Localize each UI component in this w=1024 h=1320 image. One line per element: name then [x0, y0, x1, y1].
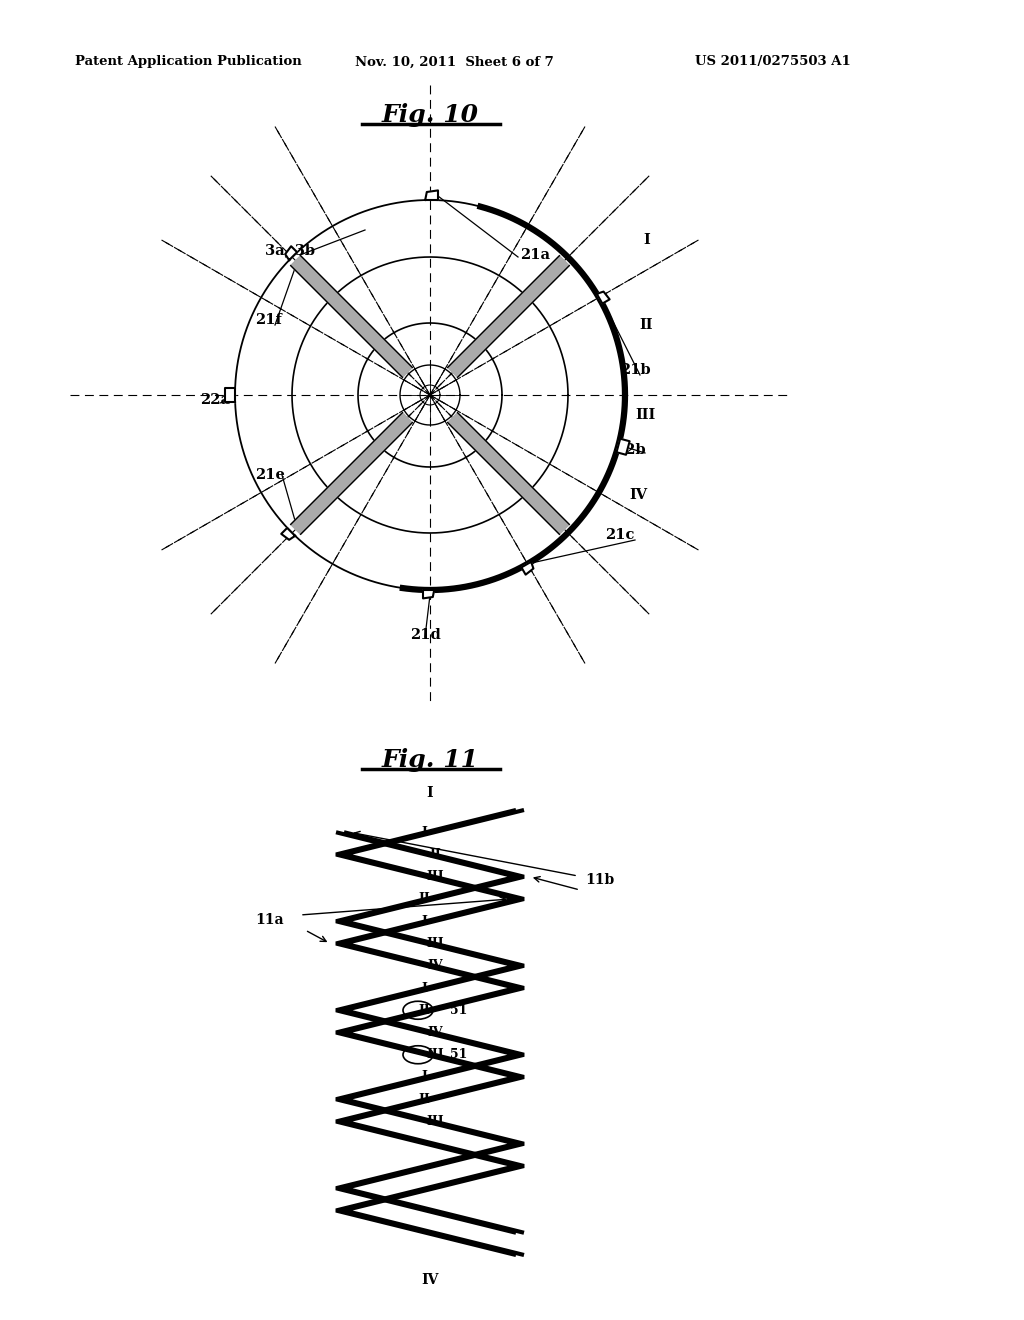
Text: II: II — [419, 1093, 430, 1106]
Text: III: III — [427, 1048, 444, 1061]
Text: 51: 51 — [450, 1003, 467, 1016]
Text: III: III — [427, 1115, 444, 1129]
Text: 3a, 3b: 3a, 3b — [265, 243, 315, 257]
Text: Nov. 10, 2011  Sheet 6 of 7: Nov. 10, 2011 Sheet 6 of 7 — [355, 55, 554, 69]
Text: 11a: 11a — [256, 913, 285, 927]
Text: I: I — [643, 234, 650, 247]
Text: IV: IV — [629, 488, 647, 502]
Text: II: II — [429, 847, 441, 861]
Text: IV: IV — [428, 960, 443, 973]
Text: 21e: 21e — [255, 469, 285, 482]
Polygon shape — [425, 190, 438, 201]
Text: Fig. 11: Fig. 11 — [382, 748, 478, 772]
Text: 21b: 21b — [620, 363, 650, 378]
Text: II: II — [419, 1003, 430, 1016]
Text: 11b: 11b — [586, 873, 614, 887]
Text: III: III — [427, 870, 444, 883]
Text: I: I — [422, 826, 428, 838]
Polygon shape — [423, 590, 434, 598]
Polygon shape — [597, 292, 609, 304]
Text: 51: 51 — [450, 1048, 467, 1061]
Text: II: II — [639, 318, 652, 333]
Text: 22a: 22a — [200, 393, 230, 407]
Text: I: I — [427, 785, 433, 800]
Text: Fig. 10: Fig. 10 — [382, 103, 478, 127]
Text: III: III — [635, 408, 655, 422]
Polygon shape — [447, 256, 569, 378]
Polygon shape — [291, 256, 413, 378]
Polygon shape — [282, 528, 295, 540]
Polygon shape — [286, 247, 297, 260]
Text: 21d: 21d — [410, 628, 440, 642]
Polygon shape — [225, 388, 234, 403]
Text: I: I — [422, 1071, 428, 1084]
Text: 21a: 21a — [520, 248, 550, 261]
Text: Patent Application Publication: Patent Application Publication — [75, 55, 302, 69]
Text: II: II — [419, 892, 430, 906]
Text: IV: IV — [421, 1272, 438, 1287]
Text: 21f: 21f — [255, 313, 282, 327]
Polygon shape — [291, 413, 413, 535]
Text: IV: IV — [428, 1026, 443, 1039]
Polygon shape — [521, 562, 534, 574]
Text: 21c: 21c — [605, 528, 635, 543]
Text: III: III — [427, 937, 444, 950]
Polygon shape — [616, 438, 630, 455]
Text: 22b: 22b — [615, 444, 645, 457]
Text: I: I — [422, 982, 428, 994]
Text: US 2011/0275503 A1: US 2011/0275503 A1 — [695, 55, 851, 69]
Text: I: I — [422, 915, 428, 928]
Polygon shape — [447, 413, 569, 535]
